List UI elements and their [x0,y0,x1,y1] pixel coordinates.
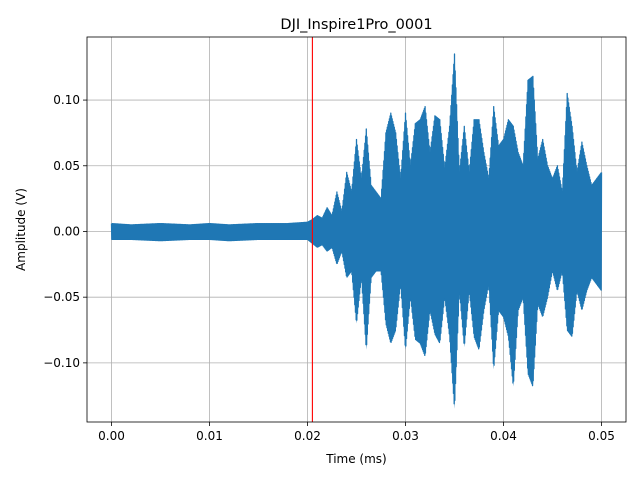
x-tick-label: 0.04 [490,429,517,443]
y-tick-label: 0.10 [53,93,80,107]
x-tick-label: 0.02 [294,429,321,443]
x-tick-label: 0.00 [98,429,125,443]
chart-title: DJI_Inspire1Pro_0001 [280,17,432,33]
axis-ticks: 0.00 0.01 0.02 0.03 0.04 0.05 −0.10 −0.05 0.00 0.… [43,93,615,443]
y-tick-label: 0.00 [53,224,80,238]
y-tick-label: 0.05 [53,159,80,173]
y-tick-label: −0.05 [43,290,80,304]
x-axis-label: Time (ms) [325,452,387,466]
x-tick-label: 0.01 [196,429,223,443]
plot-frame [86,36,627,423]
y-axis-label: Amplitude (V) [14,188,28,271]
y-tick-label: −0.10 [43,356,80,370]
x-tick-label: 0.03 [392,429,419,443]
series-envelope-signal [111,54,602,409]
x-tick-label: 0.05 [588,429,615,443]
series-layer [110,53,603,409]
